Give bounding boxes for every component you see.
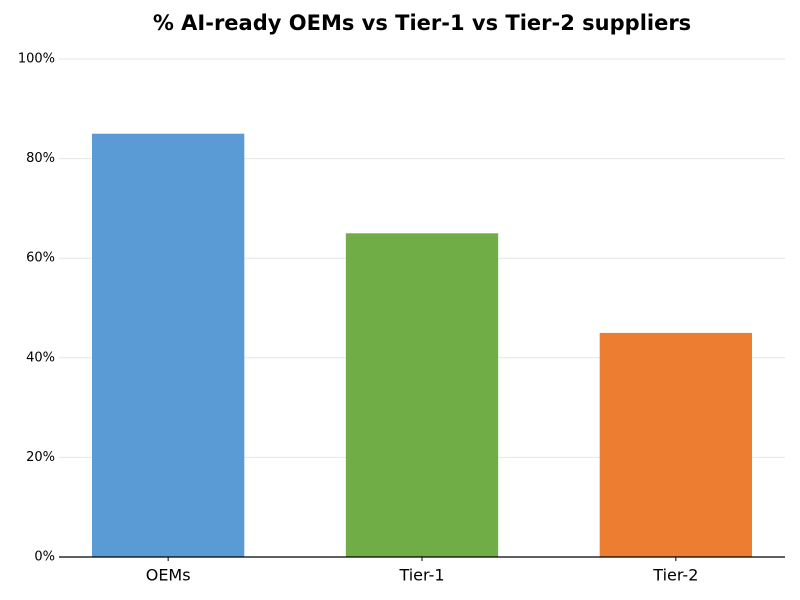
bar [345, 233, 499, 558]
y-tick-label: 100% [18, 52, 55, 67]
bar [92, 133, 245, 557]
bar [599, 332, 752, 557]
x-tick-label: OEMs [146, 566, 191, 585]
y-tick-label: 40% [26, 350, 55, 365]
x-tick-label: Tier-2 [652, 566, 698, 585]
x-tick-label: Tier-1 [398, 566, 444, 585]
chart-title: % AI-ready OEMs vs Tier-1 vs Tier-2 supp… [153, 11, 691, 35]
y-tick-label: 80% [26, 151, 55, 166]
y-tick-label: 60% [26, 251, 55, 266]
y-tick-label: 20% [26, 450, 55, 465]
y-tick-label: 0% [34, 550, 55, 565]
